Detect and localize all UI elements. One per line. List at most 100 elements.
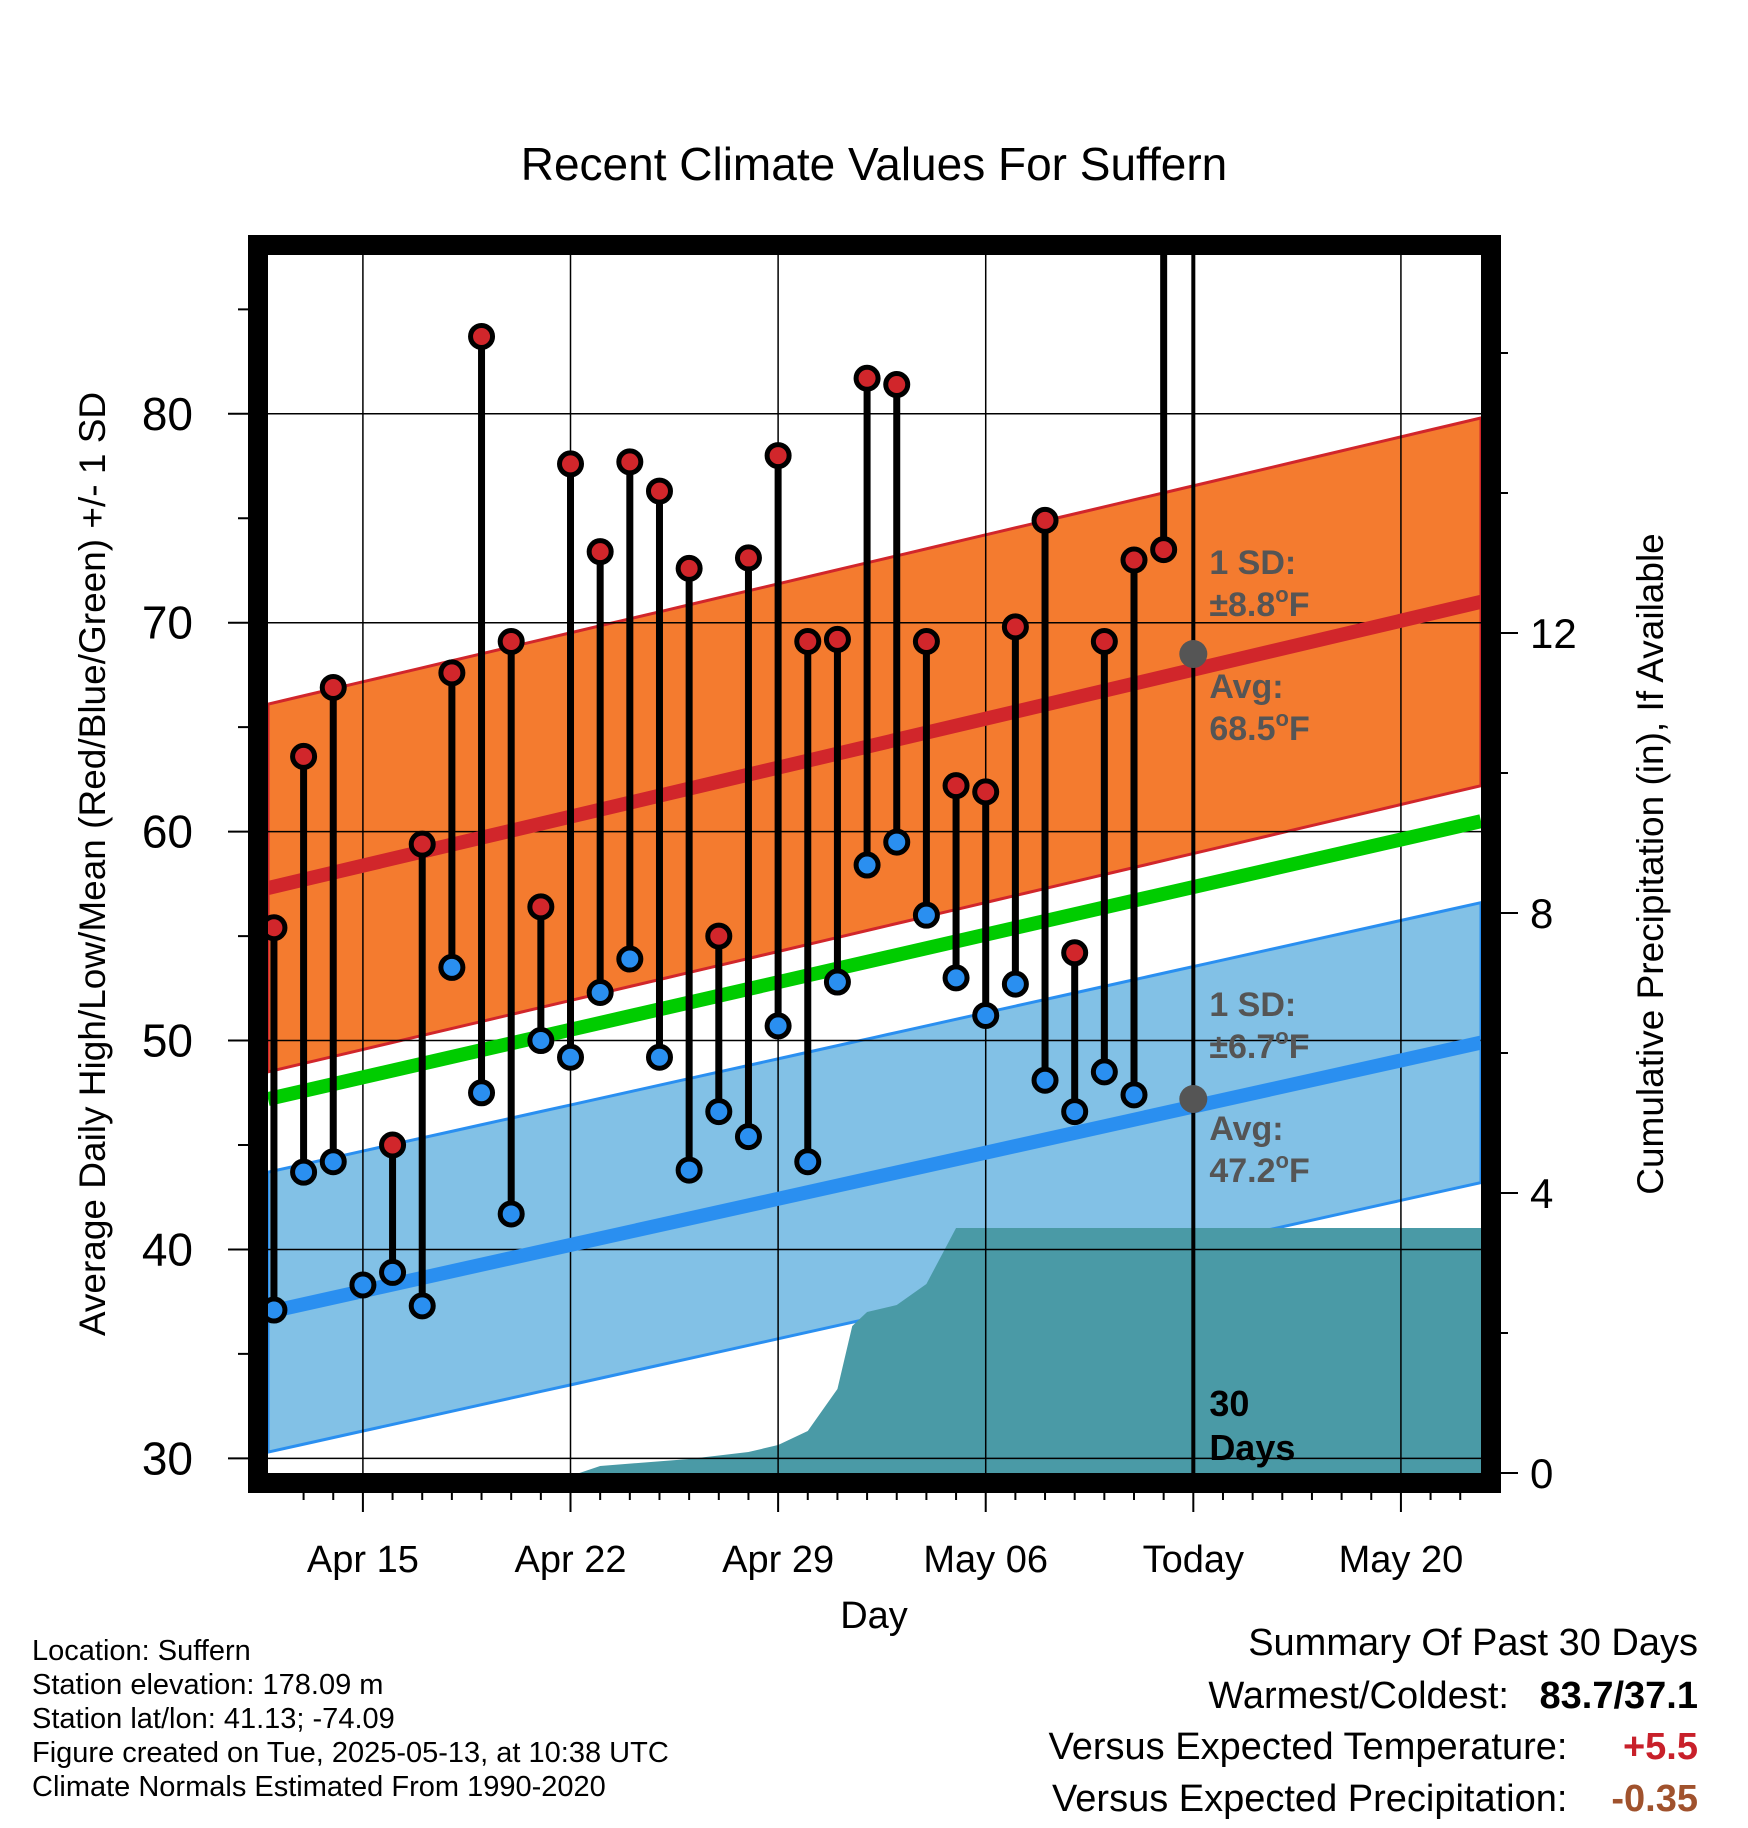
x-tick-label: Apr 29 xyxy=(722,1539,834,1581)
temp-label: Versus Expected Temperature: xyxy=(1048,1726,1568,1768)
daily-low-point xyxy=(438,953,466,981)
today-normal-high-marker xyxy=(1179,640,1208,669)
high-sd-value: ±8.8oF xyxy=(1209,582,1309,624)
high-avg-label: Avg: xyxy=(1209,668,1283,706)
daily-low-point xyxy=(705,1098,733,1126)
daily-low-point xyxy=(557,1043,585,1071)
daily-low-point xyxy=(942,964,970,992)
daily-high-point xyxy=(1090,628,1118,656)
daily-low-point xyxy=(527,1027,555,1055)
daily-low-point xyxy=(794,1148,822,1176)
summary-temperature: Versus Expected Temperature: +5.5 xyxy=(1049,1726,1698,1769)
daily-high-point xyxy=(734,544,762,572)
y2-tick-label: 0 xyxy=(1530,1450,1553,1497)
normal-high-line xyxy=(268,594,1481,895)
daily-low-point xyxy=(1153,0,1175,11)
daily-low-point xyxy=(645,1043,673,1071)
y-axis-label: Average Daily High/Low/Mean (Red/Blue/Gr… xyxy=(72,392,113,1336)
daily-high-point xyxy=(379,1131,407,1159)
precip-value: -0.35 xyxy=(1611,1778,1698,1820)
daily-high-point xyxy=(1120,546,1148,574)
x-axis-label: Day xyxy=(840,1595,908,1637)
daily-high-point xyxy=(942,772,970,800)
daily-low-point xyxy=(1061,1098,1089,1126)
daily-low-point xyxy=(290,1158,318,1186)
daily-high-point xyxy=(853,364,881,392)
y-tick-label: 70 xyxy=(142,597,193,649)
daily-low-point xyxy=(268,1296,288,1324)
low-avg-label: Avg: xyxy=(1209,1110,1283,1148)
daily-high-point xyxy=(1061,939,1089,967)
daily-high-point xyxy=(645,477,673,505)
low-sd-value: ±6.7oF xyxy=(1209,1024,1309,1066)
daily-low-point xyxy=(1090,1058,1118,1086)
y2-axis-label: Cumulative Precipitation (in), If Availa… xyxy=(1630,533,1671,1195)
today-normal-low-marker xyxy=(1179,1085,1208,1114)
daily-high-point xyxy=(468,322,496,350)
daily-low-point xyxy=(586,978,614,1006)
daily-low-point xyxy=(853,851,881,879)
y-tick-label: 50 xyxy=(142,1015,193,1067)
daily-high-point xyxy=(764,442,792,470)
plot-frame xyxy=(248,235,1501,1493)
daily-low-point xyxy=(1001,970,1029,998)
x-tick-label: Apr 15 xyxy=(307,1539,419,1581)
days-label-text: Days xyxy=(1209,1427,1295,1468)
daily-high-point xyxy=(823,625,851,653)
info-elevation: Station elevation: 178.09 m xyxy=(32,1669,384,1701)
daily-low-point xyxy=(319,1148,347,1176)
daily-high-point xyxy=(616,448,644,476)
high-sd-label: 1 SD: xyxy=(1209,544,1296,582)
daily-high-point xyxy=(408,830,436,858)
y-tick-label: 80 xyxy=(142,388,193,440)
daily-high-point xyxy=(1031,506,1059,534)
daily-high-point xyxy=(319,673,347,701)
daily-low-point xyxy=(408,1292,436,1320)
daily-high-point xyxy=(794,628,822,656)
normal-low-line xyxy=(268,1035,1481,1319)
summary-precipitation: Versus Expected Precipitation: -0.35 xyxy=(1052,1778,1698,1821)
x-tick-label: May 06 xyxy=(923,1539,1048,1581)
plot-overlay: 30 40 50 60 70 80 0 4 8 12 Apr 15 Apr 22 Apr 29 May 0… xyxy=(142,235,1577,1581)
precip-label: Versus Expected Precipitation: xyxy=(1052,1778,1568,1820)
daily-low-point xyxy=(468,1079,496,1107)
daily-high-point xyxy=(912,628,940,656)
daily-low-point xyxy=(497,1200,525,1228)
daily-low-point xyxy=(734,1123,762,1151)
y2-tick-label: 12 xyxy=(1530,610,1577,657)
y-tick-label: 30 xyxy=(142,1432,193,1484)
info-created: Figure created on Tue, 2025-05-13, at 10… xyxy=(32,1737,669,1769)
daily-high-point xyxy=(1150,536,1178,564)
y-tick-label: 40 xyxy=(142,1223,193,1275)
info-location: Location: Suffern xyxy=(32,1635,251,1667)
x-tick-label: Apr 22 xyxy=(515,1539,627,1581)
daily-high-point xyxy=(438,659,466,687)
days-label-number: 30 xyxy=(1209,1383,1249,1424)
daily-low-point xyxy=(349,1271,377,1299)
low-avg-value: 47.2oF xyxy=(1209,1148,1309,1190)
daily-low-point xyxy=(616,945,644,973)
precip-area xyxy=(579,1228,1481,1473)
daily-low-point xyxy=(675,1156,703,1184)
info-normals: Climate Normals Estimated From 1990-2020 xyxy=(32,1771,606,1803)
daily-low-point xyxy=(883,828,911,856)
summary-title: Summary Of Past 30 Days xyxy=(1248,1622,1698,1664)
daily-high-point xyxy=(883,371,911,399)
daily-high-point xyxy=(268,914,288,942)
daily-low-point xyxy=(912,901,940,929)
daily-high-point xyxy=(675,554,703,582)
daily-low-point xyxy=(1120,1081,1148,1109)
daily-low-point xyxy=(1031,1066,1059,1094)
info-latlon: Station lat/lon: 41.13; -74.09 xyxy=(32,1703,395,1735)
daily-high-point xyxy=(527,893,555,921)
summary-warm-cold: Warmest/Coldest: 83.7/37.1 xyxy=(1208,1675,1698,1718)
station-info: Location: Suffern Station elevation: 178… xyxy=(32,1634,669,1804)
temp-value: +5.5 xyxy=(1622,1726,1698,1768)
daily-high-point xyxy=(705,922,733,950)
normal-mean-line xyxy=(268,814,1481,1106)
daily-high-point xyxy=(586,538,614,566)
daily-high-point xyxy=(290,742,318,770)
daily-high-point xyxy=(557,450,585,478)
